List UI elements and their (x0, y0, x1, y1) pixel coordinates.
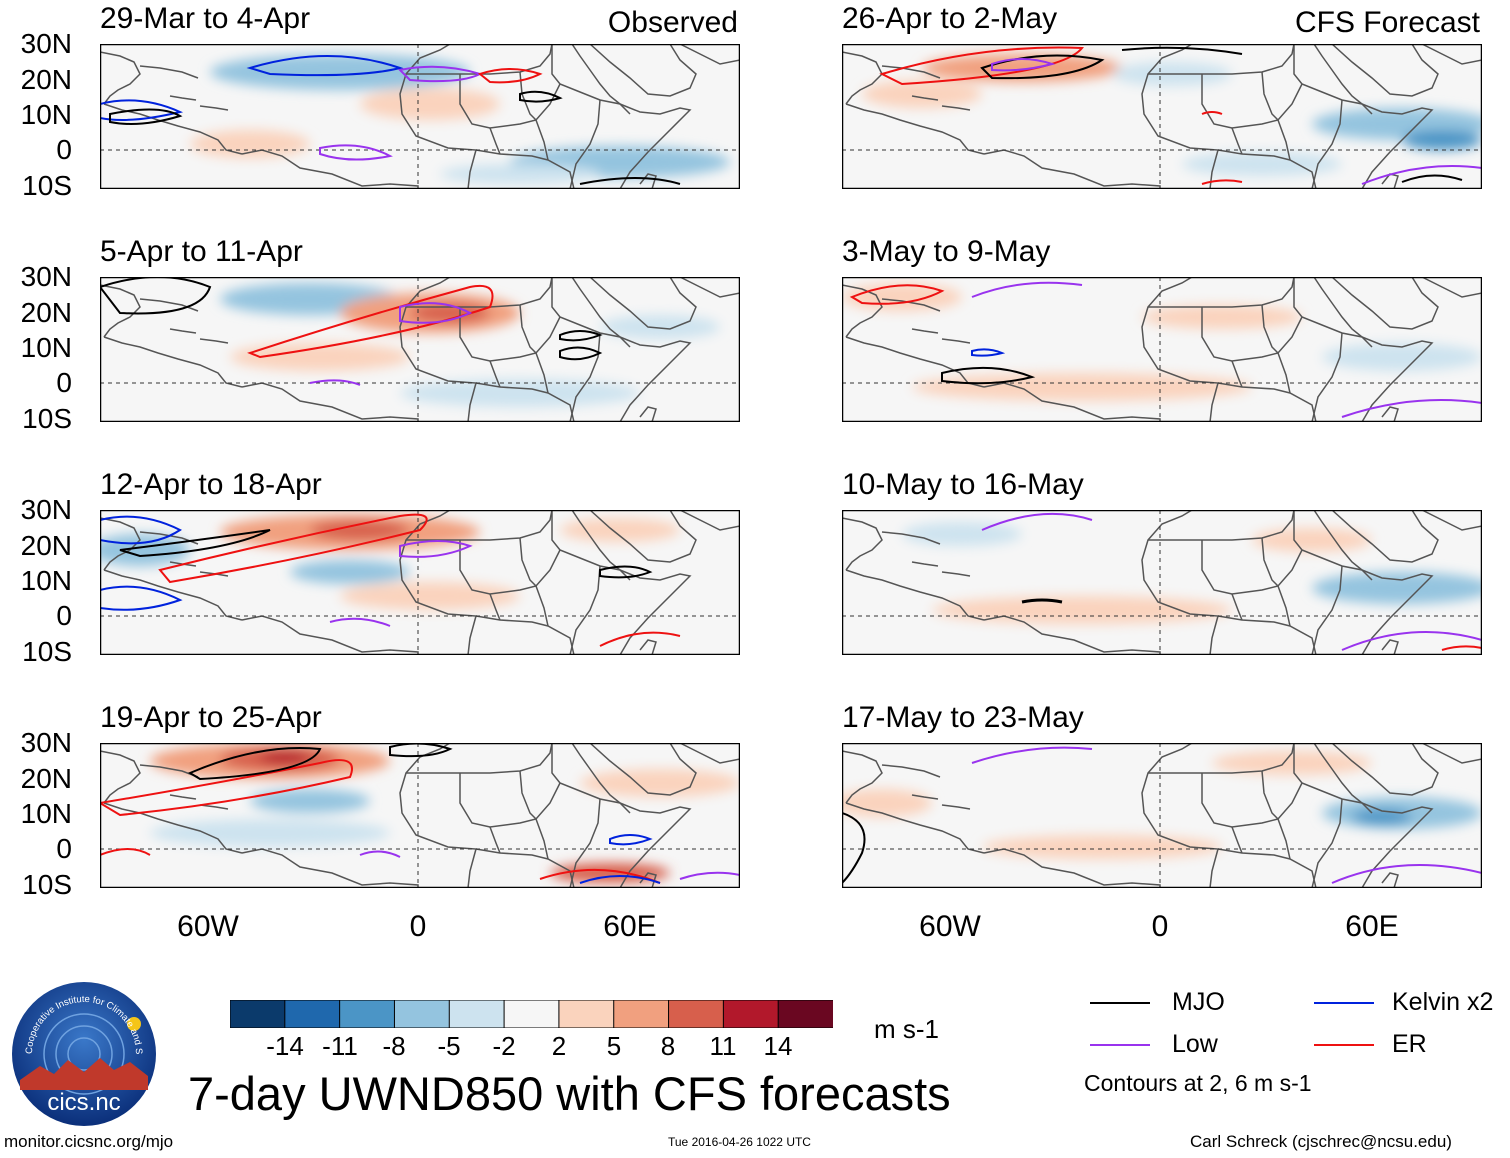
legend-line-er (1314, 1044, 1374, 1046)
colorbar-units: m s-1 (874, 1014, 939, 1044)
map-panel-right-4 (842, 743, 1482, 888)
legend-label-mjo: MJO (1172, 988, 1225, 1016)
map-panel-right-3 (842, 510, 1482, 655)
cfs-forecast-tag: CFS Forecast (1294, 6, 1480, 39)
map-panel-left-3 (100, 510, 740, 655)
panel-title-left-3: 12-Apr to 18-Apr (100, 468, 322, 501)
map-panel-right-2 (842, 277, 1482, 422)
map-panel-left-2 (100, 277, 740, 422)
colorbar-swatch (503, 999, 560, 1029)
colorbar-swatch (393, 999, 451, 1029)
cics-logo: Cooperative Institute for Climate and Sa… (7, 972, 158, 1128)
panel-title-left-4: 19-Apr to 25-Apr (100, 701, 322, 734)
panel-title-right-4: 17-May to 23-May (842, 701, 1084, 734)
colorbar-swatch (777, 999, 834, 1029)
colorbar-swatch (284, 999, 341, 1029)
colorbar-swatch (668, 999, 725, 1029)
legend-line-mjo (1090, 1002, 1150, 1004)
map-panel-right-1 (842, 44, 1482, 189)
legend-label-low: Low (1172, 1030, 1218, 1058)
map-panel-left-1 (100, 44, 740, 189)
legend-line-kelvin (1314, 1002, 1374, 1004)
legend-note: Contours at 2, 6 m s-1 (1084, 1070, 1312, 1096)
map-panel-left-4 (100, 743, 740, 888)
legend-label-kelvin: Kelvin x2 (1392, 988, 1494, 1016)
legend-label-er: ER (1392, 1030, 1427, 1058)
colorbar-swatch (448, 999, 506, 1029)
logo-name: cics.nc (47, 1089, 120, 1116)
colorbar-swatch (339, 999, 396, 1029)
panel-title-left-2: 5-Apr to 11-Apr (100, 235, 303, 268)
footer-author: Carl Schreck (cjschrec@ncsu.edu) (1190, 1132, 1452, 1151)
panel-title-right-1: 26-Apr to 2-May (842, 2, 1058, 35)
colorbar-swatch (722, 999, 780, 1029)
panel-title-right-2: 3-May to 9-May (842, 235, 1051, 268)
legend-line-low (1090, 1044, 1150, 1046)
panel-title-left-1: 29-Mar to 4-Apr (100, 2, 311, 35)
observed-tag: Observed (607, 6, 738, 39)
panel-title-right-3: 10-May to 16-May (842, 468, 1084, 501)
colorbar-swatch (229, 999, 286, 1029)
colorbar-swatch (558, 999, 615, 1029)
colorbar-swatch (613, 999, 670, 1029)
colorbar (229, 999, 834, 1029)
footer-url[interactable]: monitor.cicsnc.org/mjo (4, 1132, 174, 1151)
footer-timestamp: Tue 2016-04-26 1022 UTC (668, 1135, 811, 1149)
main-title: 7-day UWND850 with CFS forecasts (188, 1067, 951, 1120)
